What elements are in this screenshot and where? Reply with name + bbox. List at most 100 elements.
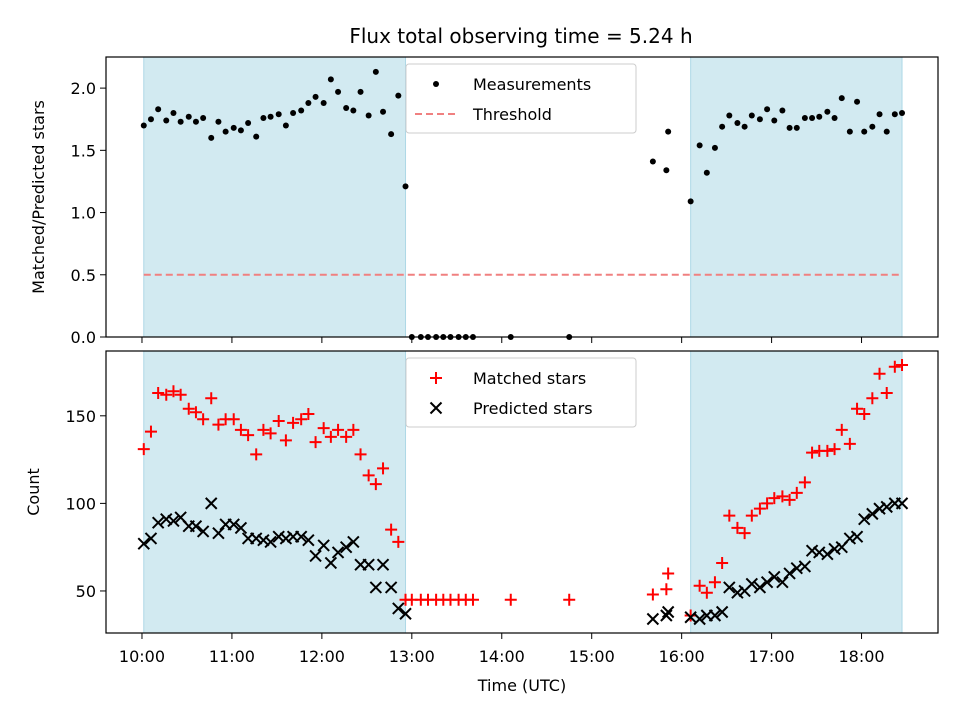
matched-star-point bbox=[768, 492, 781, 505]
bottom-legend: Matched stars Predicted stars bbox=[405, 357, 637, 428]
measurement-point bbox=[290, 110, 297, 116]
matched-star-point bbox=[880, 387, 893, 400]
measurement-point bbox=[711, 144, 718, 151]
top-ytick-label: 1.0 bbox=[71, 204, 96, 223]
measurement-point bbox=[215, 118, 222, 125]
measurement-point bbox=[846, 128, 853, 135]
measurement-point bbox=[771, 117, 778, 124]
measurement-point bbox=[312, 93, 319, 100]
measurement-point bbox=[719, 123, 726, 130]
measurement-point bbox=[854, 98, 861, 105]
matched-star-point bbox=[776, 490, 789, 503]
bottom-xtick-label: 16:00 bbox=[659, 647, 705, 666]
predicted-star-point bbox=[279, 532, 293, 545]
measurement-point bbox=[388, 131, 395, 138]
measurement-point bbox=[663, 167, 670, 174]
measurement-point bbox=[267, 113, 274, 120]
chart-title: Flux total observing time = 5.24 h bbox=[349, 24, 692, 48]
measurement-point bbox=[899, 110, 906, 116]
measurement-point bbox=[140, 122, 147, 129]
measurement-point bbox=[883, 128, 890, 135]
matched-star-point bbox=[851, 402, 864, 415]
measurement-point bbox=[222, 128, 229, 135]
predicted-star-point bbox=[264, 535, 277, 549]
predicted-star-point bbox=[399, 607, 412, 620]
measurement-point bbox=[185, 113, 192, 120]
matched-star-point bbox=[504, 593, 517, 606]
measurement-point bbox=[816, 113, 823, 120]
measurement-point bbox=[801, 114, 808, 121]
matched-star-point bbox=[137, 443, 150, 456]
predicted-star-point bbox=[745, 577, 759, 591]
measurement-point bbox=[665, 128, 672, 135]
matched-star-point bbox=[295, 413, 308, 426]
measurement-point bbox=[741, 123, 748, 130]
matched-star-point bbox=[835, 423, 848, 436]
predicted-star-point bbox=[873, 502, 886, 515]
measurement-point bbox=[200, 114, 207, 121]
matched-star-point bbox=[731, 521, 744, 534]
matched-star-point bbox=[708, 576, 721, 589]
matched-star-point bbox=[340, 430, 353, 443]
measurement-point bbox=[343, 105, 350, 112]
bottom-xtick-label: 18:00 bbox=[838, 647, 884, 666]
measurement-point bbox=[891, 111, 898, 118]
matched-star-point bbox=[693, 579, 706, 592]
bottom-xtick-label: 11:00 bbox=[209, 647, 255, 666]
predicted-star-point bbox=[821, 547, 834, 561]
matched-star-point bbox=[369, 478, 382, 491]
measurement-point bbox=[726, 112, 733, 119]
predicted-star-point bbox=[646, 612, 660, 626]
predicted-star-point bbox=[362, 558, 375, 571]
matched-star-point bbox=[377, 462, 390, 475]
bottom-xlabel: Time (UTC) bbox=[477, 676, 566, 695]
top-axes-frame bbox=[105, 56, 939, 338]
predicted-star-point bbox=[376, 558, 390, 571]
top-shaded-region bbox=[143, 56, 407, 338]
measurement-point bbox=[372, 68, 379, 75]
matched-star-point bbox=[317, 422, 330, 435]
predicted-star-point bbox=[760, 575, 774, 589]
bottom-ytick-label: 150 bbox=[65, 407, 96, 426]
predicted-star-point bbox=[347, 535, 360, 549]
matched-star-point bbox=[167, 385, 180, 398]
predicted-star-point bbox=[708, 609, 722, 622]
bottom-xtick-label: 15:00 bbox=[569, 647, 615, 666]
predicted-star-point bbox=[317, 539, 330, 552]
matched-star-point bbox=[646, 588, 659, 601]
predicted-star-point bbox=[843, 532, 857, 545]
measurement-point bbox=[649, 158, 656, 165]
matched-star-point bbox=[144, 425, 157, 438]
predicted-star-point bbox=[234, 521, 248, 535]
bottom-xtick-label: 12:00 bbox=[299, 647, 345, 666]
matched-star-point bbox=[279, 434, 292, 447]
matched-star-point bbox=[888, 360, 901, 373]
matched-star-point bbox=[287, 416, 300, 429]
matched-star-point bbox=[843, 437, 856, 450]
predicted-star-point bbox=[294, 530, 308, 543]
matched-star-point bbox=[858, 408, 871, 421]
matched-star-point bbox=[272, 415, 285, 428]
matched-star-point bbox=[160, 388, 173, 401]
bottom-legend-box bbox=[405, 357, 637, 428]
measurement-point bbox=[734, 119, 741, 126]
predicted-star-point bbox=[895, 497, 909, 510]
measurement-point bbox=[696, 142, 703, 149]
top-shaded-region bbox=[690, 56, 903, 338]
measurement-point bbox=[245, 119, 252, 126]
predicted-star-point bbox=[205, 497, 218, 510]
predicted-star-point bbox=[828, 542, 841, 556]
matched-star-point bbox=[745, 509, 758, 522]
measurement-point bbox=[779, 107, 786, 114]
measurement-point bbox=[748, 112, 755, 119]
measurement-point bbox=[253, 133, 260, 140]
predicted-star-point bbox=[693, 612, 706, 626]
predicted-star-point bbox=[776, 575, 789, 589]
matched-star-point bbox=[152, 387, 165, 400]
matched-star-point bbox=[174, 388, 187, 401]
predicted-star-point bbox=[272, 530, 285, 543]
measurement-point bbox=[147, 116, 154, 123]
matched-star-point bbox=[362, 469, 375, 482]
matched-star-point bbox=[250, 448, 263, 461]
